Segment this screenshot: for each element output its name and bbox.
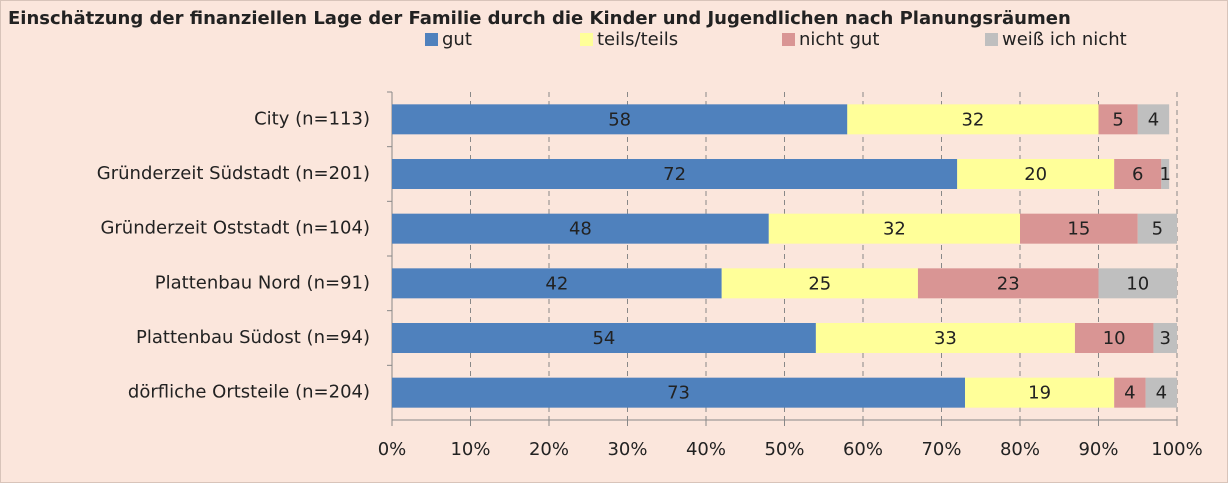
data-label: 23 [997, 273, 1020, 294]
bar-segment [1098, 268, 1177, 299]
bar-segment [1020, 213, 1138, 244]
data-label: 73 [667, 383, 690, 404]
bar-segment [392, 323, 816, 353]
bar-segment [917, 268, 1099, 299]
bar-segment [1137, 104, 1170, 135]
bar-segment [815, 323, 1075, 353]
y-tick-label: Plattenbau Nord (n=91) [155, 272, 370, 293]
bar-segment [392, 104, 848, 135]
x-tick-label: 100% [1151, 439, 1202, 460]
bar-segment [1114, 377, 1146, 408]
legend-swatch [985, 33, 998, 46]
data-label: 54 [592, 328, 615, 349]
x-tick-label: 60% [843, 439, 883, 460]
data-label: 19 [1028, 383, 1051, 404]
x-tick-label: 90% [1078, 439, 1118, 460]
y-tick-label: Gründerzeit Südstadt (n=201) [97, 163, 370, 184]
data-label: 6 [1132, 164, 1143, 185]
data-label: 25 [808, 273, 831, 294]
y-tick-label: dörfliche Ortsteile (n=204) [128, 382, 370, 403]
data-label: 4 [1148, 109, 1159, 130]
x-tick-label: 50% [764, 439, 804, 460]
data-label: 10 [1103, 328, 1126, 349]
bar-segment [965, 377, 1115, 408]
x-tick-label: 20% [529, 439, 569, 460]
data-label: 48 [569, 219, 592, 240]
data-label: 72 [663, 164, 686, 185]
data-label: 5 [1112, 109, 1123, 130]
legend-swatch [782, 33, 795, 46]
data-label: 58 [608, 109, 631, 130]
bar-segment [957, 159, 1115, 189]
legend-swatch [425, 33, 438, 46]
data-label: 32 [883, 219, 906, 240]
legend-label: nicht gut [799, 29, 879, 50]
legend-label: gut [442, 29, 472, 50]
x-tick-label: 0% [378, 439, 407, 460]
bar-segment [1145, 377, 1177, 408]
legend-label: teils/teils [597, 29, 678, 50]
legend-swatch [580, 33, 593, 46]
bar-segment [392, 377, 966, 408]
bar-segment [1137, 213, 1177, 244]
bar-segment [1098, 104, 1138, 135]
bar-segment [1114, 159, 1162, 189]
data-label: 4 [1156, 383, 1167, 404]
data-label: 33 [934, 328, 957, 349]
data-label: 42 [545, 273, 568, 294]
bar-segment [392, 213, 769, 244]
bar-segment [392, 159, 958, 189]
data-label: 10 [1126, 273, 1149, 294]
data-label: 4 [1124, 383, 1135, 404]
y-tick-label: City (n=113) [254, 108, 370, 129]
x-tick-label: 70% [921, 439, 961, 460]
data-label: 20 [1024, 164, 1047, 185]
y-tick-label: Gründerzeit Oststadt (n=104) [100, 218, 370, 239]
data-label: 5 [1152, 219, 1163, 240]
x-tick-label: 10% [450, 439, 490, 460]
bar-segment [1161, 159, 1170, 189]
x-tick-label: 80% [1000, 439, 1040, 460]
x-tick-label: 40% [686, 439, 726, 460]
data-label: 1 [1159, 164, 1170, 185]
bar-segment [768, 213, 1020, 244]
bar-segment [721, 268, 918, 299]
data-label: 32 [961, 109, 984, 130]
bar-segment [1153, 323, 1177, 353]
x-tick-label: 30% [607, 439, 647, 460]
legend-label: weiß ich nicht [1002, 29, 1127, 50]
bar-segment [392, 268, 722, 299]
y-tick-label: Plattenbau Südost (n=94) [136, 327, 370, 348]
data-label: 15 [1067, 219, 1090, 240]
bar-segment [1074, 323, 1154, 353]
chart-title: Einschätzung der finanziellen Lage der F… [8, 8, 1071, 29]
bar-segment [847, 104, 1099, 135]
data-label: 3 [1159, 328, 1170, 349]
